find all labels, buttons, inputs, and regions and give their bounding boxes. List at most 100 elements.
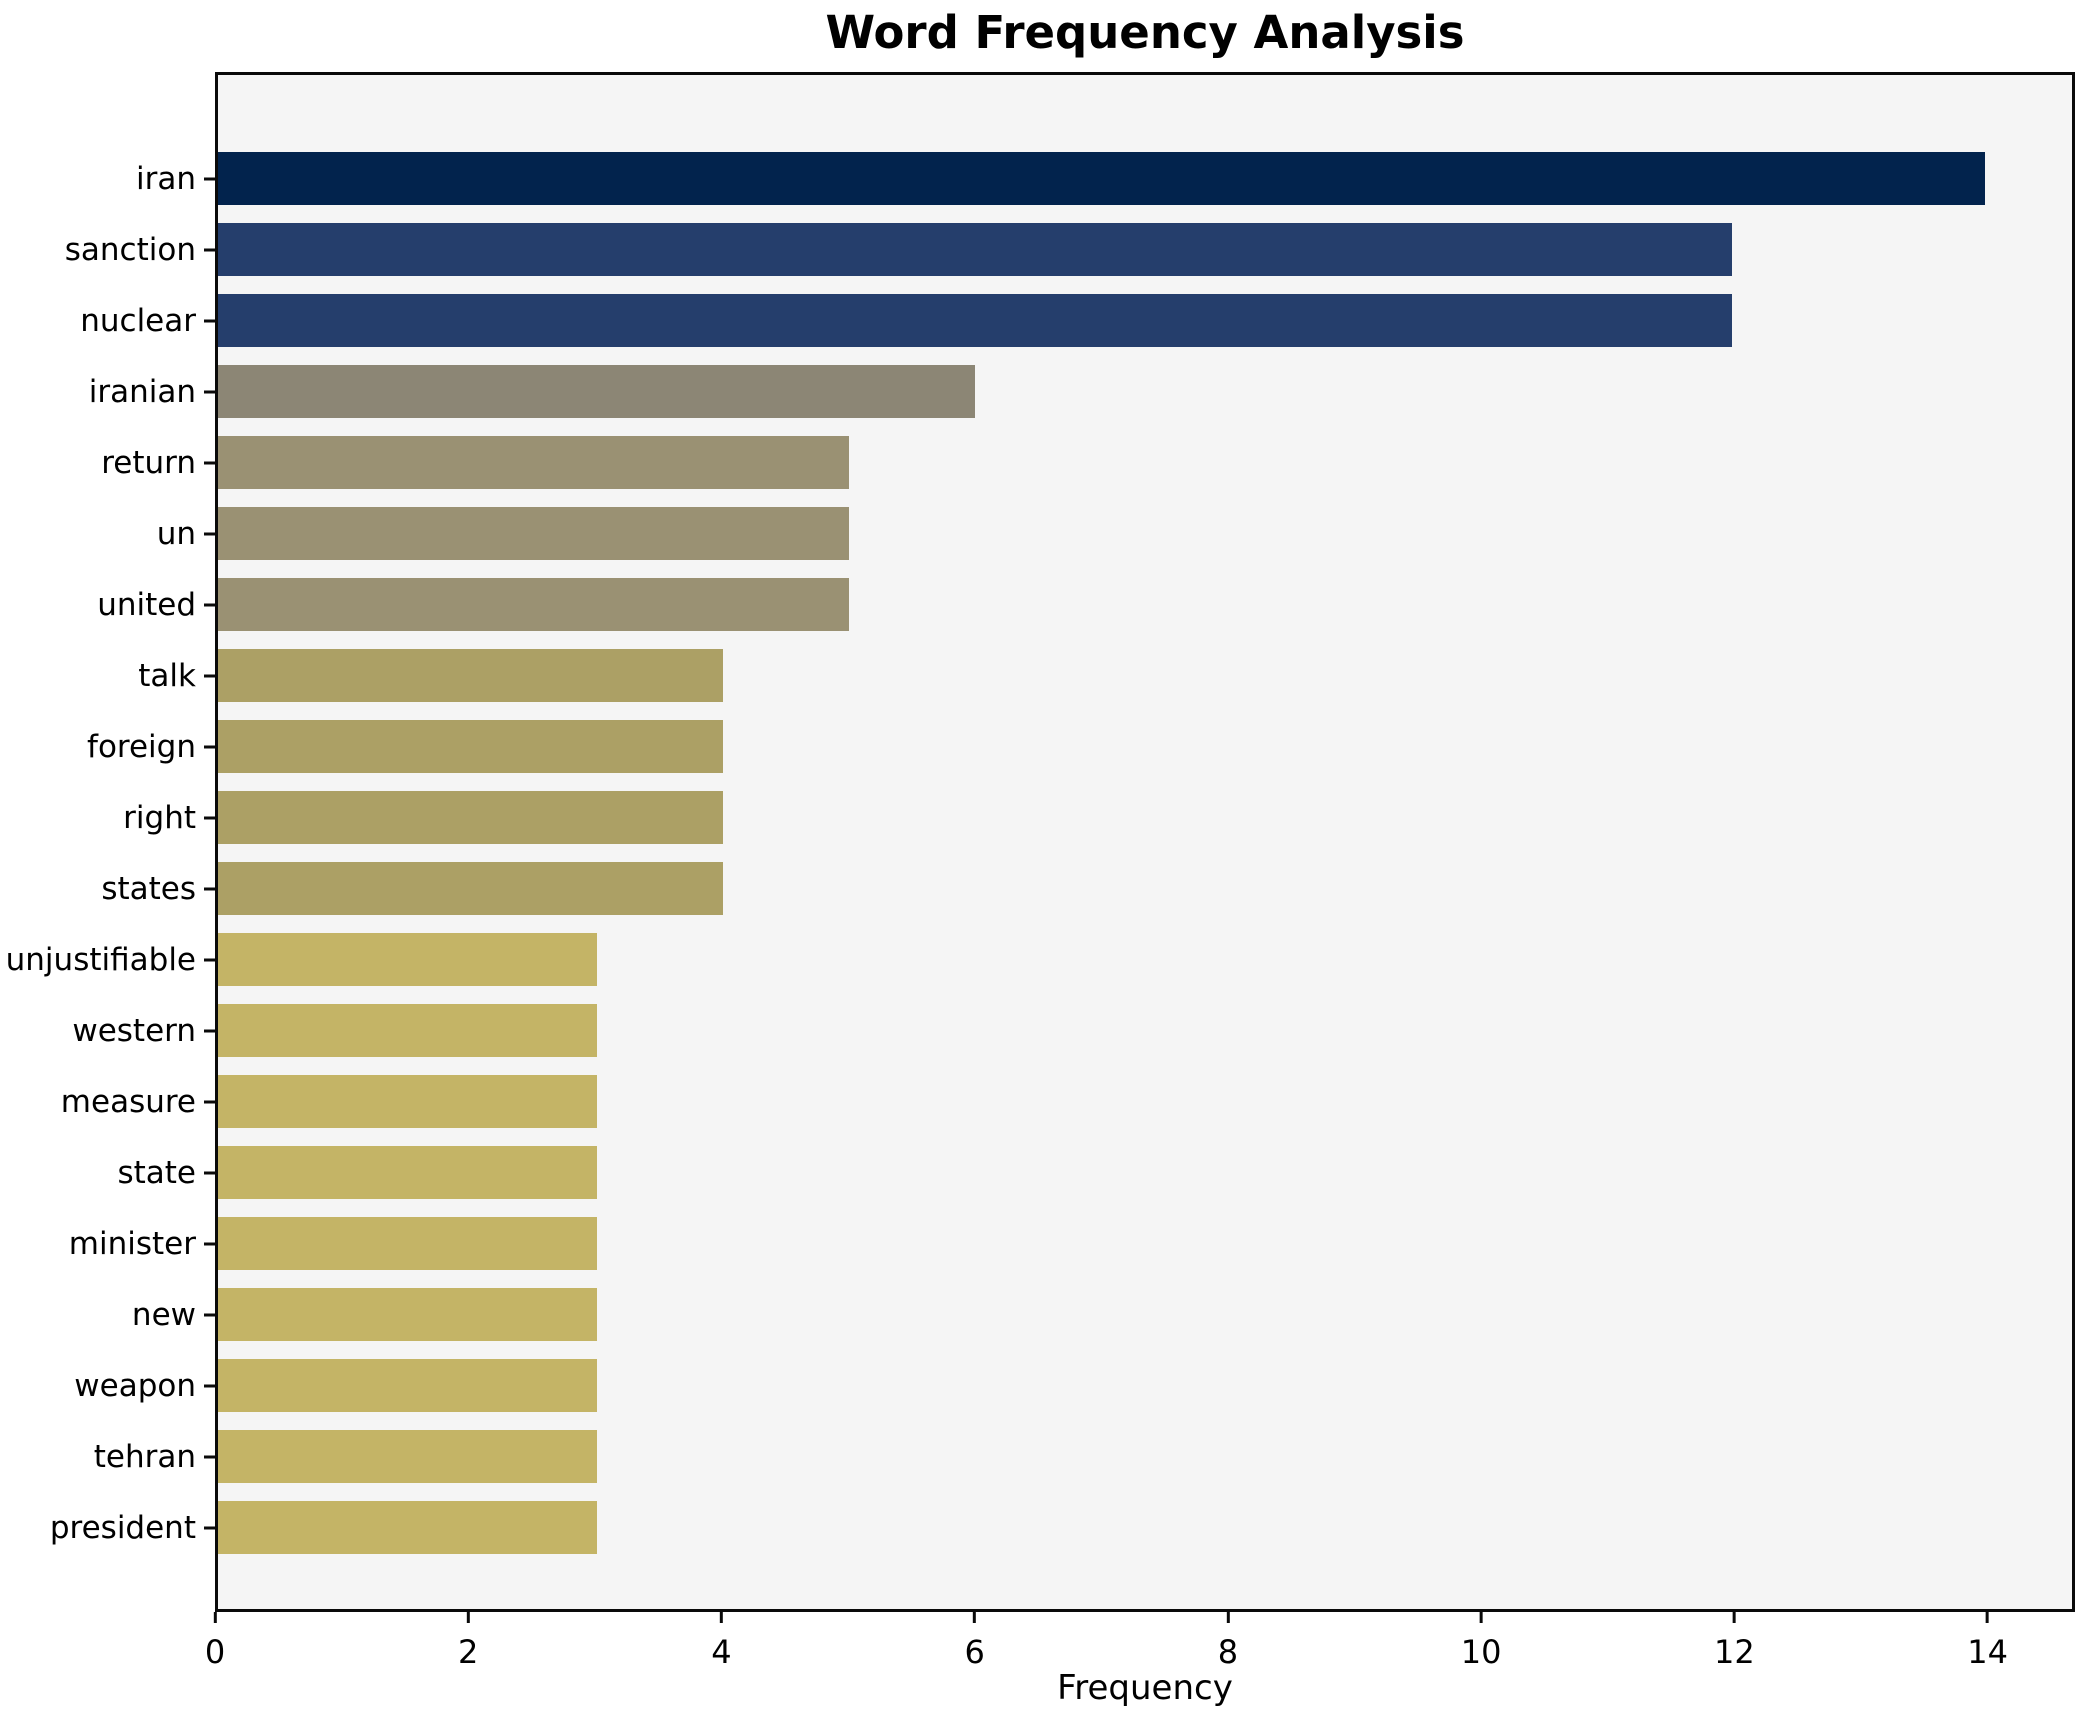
y-tick-label: un	[156, 515, 196, 552]
y-tick-mark	[204, 390, 215, 393]
bar-united	[218, 577, 850, 632]
x-tick-mark	[1732, 1612, 1736, 1623]
y-tick-mark	[204, 674, 215, 677]
y-tick-mark	[204, 1029, 215, 1032]
x-tick-label: 4	[711, 1633, 732, 1671]
y-tick-label: tehran	[93, 1438, 196, 1475]
bar-measure	[218, 1074, 597, 1129]
y-tick-label: states	[101, 870, 196, 907]
y-tick-label: sanction	[64, 231, 196, 268]
y-tick-label: minister	[68, 1225, 196, 1262]
y-tick-mark	[204, 1384, 215, 1387]
y-tick-mark	[204, 532, 215, 535]
y-tick-label: weapon	[74, 1367, 196, 1404]
y-tick-label: united	[97, 586, 196, 623]
x-tick-mark	[1226, 1612, 1230, 1623]
bar-right	[218, 790, 723, 845]
y-tick-mark	[204, 1242, 215, 1245]
y-tick-label: iranian	[88, 373, 196, 410]
y-tick-label: unjustifiable	[5, 941, 196, 978]
y-tick-mark	[204, 603, 215, 606]
bar-row-western: western	[72, 995, 2072, 1066]
bar-return	[218, 435, 850, 490]
bar-row-iran: iran	[136, 143, 2072, 214]
bar-row-un: un	[157, 498, 2072, 569]
bar-un	[218, 506, 850, 561]
chart-title: Word Frequency Analysis	[825, 6, 1465, 59]
x-tick-14: 14	[1967, 1612, 2008, 1671]
y-tick-mark	[204, 1526, 215, 1529]
y-tick-label: talk	[138, 657, 196, 694]
y-tick-label: foreign	[87, 728, 196, 765]
x-tick-label: 12	[1714, 1633, 1755, 1671]
bar-row-states: states	[101, 853, 2072, 924]
x-tick-label: 0	[204, 1633, 226, 1671]
bar-row-foreign: foreign	[87, 711, 2072, 782]
bar-iranian	[218, 364, 976, 419]
y-tick-mark	[204, 1100, 215, 1103]
bar-tehran	[218, 1429, 597, 1484]
y-tick-mark	[204, 1455, 215, 1458]
bar-unjustifiable	[218, 932, 597, 987]
y-tick-label: western	[72, 1012, 196, 1049]
x-tick-label: 10	[1460, 1633, 1502, 1671]
y-tick-label: president	[49, 1509, 196, 1546]
bar-row-tehran: tehran	[94, 1421, 2072, 1492]
bar-row-minister: minister	[69, 1208, 2072, 1279]
bar-row-unjustifiable: unjustifiable	[6, 924, 2072, 995]
x-tick-2: 2	[458, 1612, 478, 1671]
y-tick-label: measure	[60, 1083, 196, 1120]
x-tick-mark	[1479, 1612, 1483, 1623]
bar-row-new: new	[132, 1279, 2072, 1350]
bar-minister	[218, 1216, 597, 1271]
bar-row-measure: measure	[61, 1066, 2072, 1137]
x-tick-label: 2	[458, 1633, 479, 1671]
x-tick-label: 8	[1217, 1633, 1239, 1671]
x-tick-12: 12	[1714, 1612, 1755, 1671]
bar-president	[218, 1500, 597, 1555]
x-tick-mark	[1986, 1612, 1990, 1623]
y-tick-mark	[204, 745, 215, 748]
y-tick-mark	[204, 319, 215, 322]
y-tick-mark	[204, 1313, 215, 1316]
bar-row-right: right	[123, 782, 2072, 853]
y-tick-mark	[204, 248, 215, 251]
y-tick-label: right	[123, 799, 196, 836]
bar-row-state: state	[117, 1137, 2072, 1208]
bar-nuclear	[218, 293, 1733, 348]
bar-new	[218, 1287, 597, 1342]
x-tick-mark	[213, 1612, 217, 1623]
y-tick-mark	[204, 887, 215, 890]
x-tick-4: 4	[711, 1612, 732, 1671]
y-tick-label: state	[117, 1154, 196, 1191]
y-tick-label: iran	[135, 160, 196, 197]
bar-row-sanction: sanction	[65, 214, 2072, 285]
bar-row-united: united	[97, 569, 2072, 640]
x-tick-0: 0	[205, 1612, 225, 1671]
bar-state	[218, 1145, 597, 1200]
x-axis-label: Frequency	[1057, 1668, 1233, 1708]
y-tick-label: nuclear	[80, 302, 196, 339]
y-tick-mark	[204, 816, 215, 819]
y-tick-label: return	[101, 444, 196, 481]
x-tick-mark	[719, 1612, 723, 1623]
bar-row-return: return	[101, 427, 2072, 498]
bar-weapon	[218, 1358, 597, 1413]
bar-sanction	[218, 222, 1733, 277]
bar-talk	[218, 648, 723, 703]
x-tick-mark	[466, 1612, 470, 1623]
bar-states	[218, 861, 723, 916]
y-tick-mark	[204, 1171, 215, 1174]
x-axis: 0 2 4 6 8 10 12 14	[205, 1612, 2075, 1682]
bar-western	[218, 1003, 597, 1058]
x-tick-mark	[973, 1612, 977, 1623]
x-tick-8: 8	[1218, 1612, 1238, 1671]
x-tick-label: 6	[964, 1633, 985, 1671]
bar-row-iranian: iranian	[89, 356, 2072, 427]
y-tick-label: new	[131, 1296, 196, 1333]
bar-row-weapon: weapon	[74, 1350, 2072, 1421]
plot-area: iran sanction nuclear iranian return un united…	[6, 72, 2075, 1612]
bar-rows: iran sanction nuclear iranian return un united…	[6, 75, 2072, 1609]
x-tick-6: 6	[965, 1612, 985, 1671]
